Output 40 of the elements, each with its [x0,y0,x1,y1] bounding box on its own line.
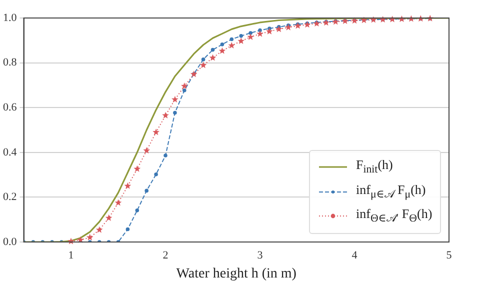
point [238,37,245,44]
point [379,16,386,22]
x-axis-title: Water height h (in m) [176,266,297,282]
point [294,22,302,29]
y-tick-label: 0.0 [3,236,18,248]
point [304,21,311,28]
legend-label: F$_{init}$(h) [356,156,393,178]
point [218,47,226,54]
y-tick-label: 0.4 [3,146,18,158]
point [162,112,169,118]
point [180,82,188,90]
x-tick-label: 4 [352,249,358,262]
point [105,214,112,221]
point [96,226,103,233]
point [247,33,254,40]
point [284,24,292,30]
x-tick-label: 3 [257,249,264,262]
point [313,20,320,27]
point [134,165,141,172]
point [114,199,122,206]
point [172,96,178,102]
point [86,234,94,240]
legend-label: inf$_{μ∈𝒜}$ F$_{μ}$(h) [356,180,426,202]
point [152,128,160,136]
y-tick-label: 0.2 [3,191,17,204]
x-tick-label: 5 [446,249,452,262]
y-tick-label: 0.8 [3,56,18,69]
point [266,28,273,34]
x-tick-label: 1 [68,249,74,262]
point [143,147,150,154]
point [124,182,132,189]
y-tick-label: 1.0 [3,12,18,24]
x-tick-label: 2 [162,249,168,262]
point [209,54,216,61]
point [256,30,264,37]
y-tick-label: 0.6 [3,101,18,114]
point [228,42,236,48]
point [200,62,207,68]
point [275,26,282,32]
legend-label: inf$_{Θ∈𝒜′}$ F$_{Θ}$(h) [356,205,432,227]
